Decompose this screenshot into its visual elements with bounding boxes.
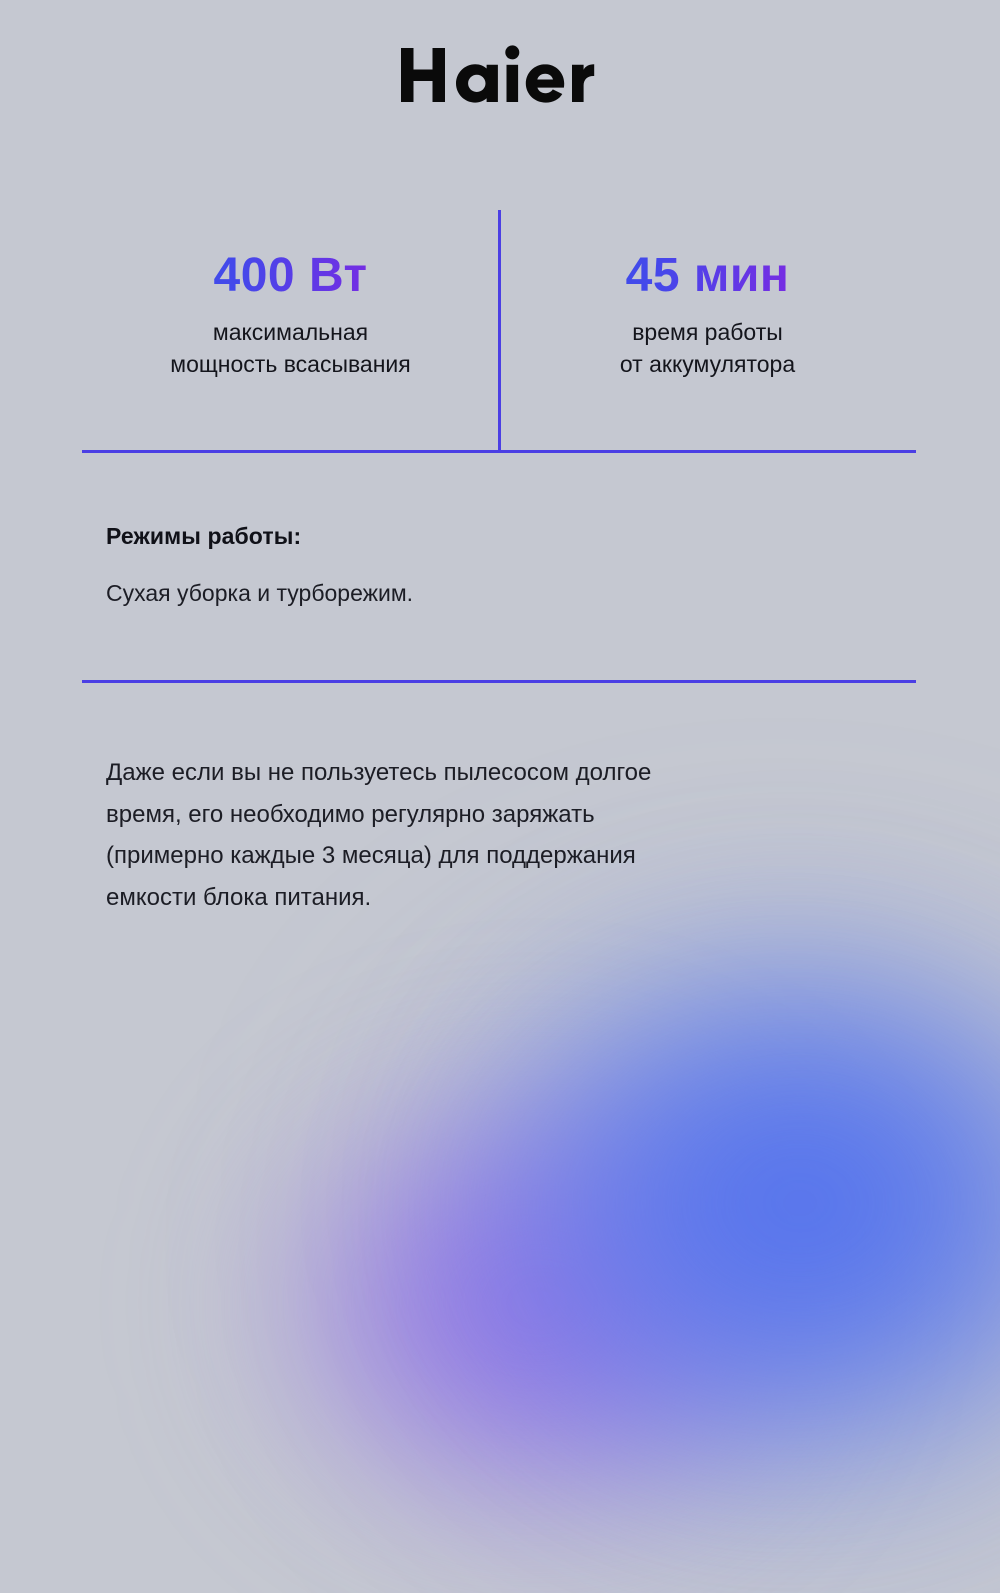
brand-logo: [0, 44, 1000, 106]
stat-block-runtime: 45 мин время работы от аккумулятора: [499, 210, 916, 452]
note-line-2: время, его необходимо регулярно заряжать: [106, 800, 595, 828]
note-line-3: (примерно каждые 3 месяца) для поддержан…: [106, 842, 636, 870]
stat-label-runtime-line2: от аккумулятора: [619, 350, 796, 377]
stat-value-runtime: 45 мин: [499, 249, 916, 303]
stats-vertical-divider: [498, 210, 501, 452]
stat-block-power: 400 Вт максимальная мощность всасывания: [82, 210, 499, 452]
stat-label-power-line1: максимальная: [212, 318, 369, 345]
note-line-4: емкости блока питания.: [106, 883, 372, 911]
stat-label-runtime: время работы от аккумулятора: [499, 317, 916, 380]
modes-text: Сухая уборка и турборежим.: [106, 580, 414, 606]
modes-section: Режимы работы: Сухая уборка и турборежим…: [106, 523, 926, 607]
note-line-1: Даже если вы не пользуетесь пылесосом до…: [106, 759, 652, 786]
stat-label-runtime-line1: время работы: [632, 318, 783, 345]
promo-page: 400 Вт максимальная мощность всасывания …: [0, 44, 1000, 918]
stats-horizontal-divider: [82, 450, 916, 453]
stat-label-power-line2: мощность всасывания: [170, 350, 411, 377]
note-section: Даже если вы не пользуетесь пылесосом до…: [106, 752, 846, 918]
section-divider: [82, 680, 916, 683]
stats-section: 400 Вт максимальная мощность всасывания …: [82, 210, 916, 452]
note-text: Даже если вы не пользуетесь пылесосом до…: [106, 752, 846, 918]
stat-label-power: максимальная мощность всасывания: [82, 317, 499, 380]
stat-value-power: 400 Вт: [82, 249, 499, 303]
modes-heading: Режимы работы:: [106, 523, 302, 549]
haier-wordmark-icon: [401, 44, 599, 103]
